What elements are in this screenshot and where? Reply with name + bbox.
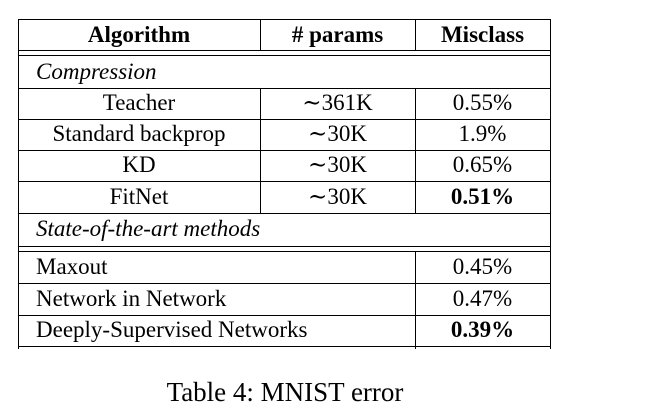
section-sota-rule-1 [18,246,551,247]
table-row-rule [18,283,551,284]
table-row-misclass: 1.9% [458,121,507,146]
table-row-params: ∼361K [302,90,373,115]
section-title-compression: Compression [36,59,157,84]
table-caption: Table 4: MNIST error [166,377,404,407]
table-row-misclass: 0.65% [452,152,513,177]
table-row-algorithm: Teacher [102,90,176,115]
header-col-divider-1 [260,19,261,51]
table-border-right [550,19,551,349]
table-row-rule [18,150,551,151]
compression-col-divider-1 [260,88,261,214]
section-title-sota: State-of-the-art methods [36,216,261,241]
table-row-misclass: 0.47% [452,286,513,311]
section-compression-rule [18,88,551,89]
table-row-params: ∼30K [308,152,367,177]
table-row-params: ∼30K [308,121,367,146]
table-border-left [18,19,19,349]
table-row-rule [18,346,551,347]
table-row-algorithm: Network in Network [36,286,227,311]
header-col-divider-2 [415,19,416,51]
table-row-algorithm: Deeply-Supervised Networks [36,317,308,342]
sota-col-divider [415,251,416,349]
table-row-rule [18,119,551,120]
compression-col-divider-2 [415,88,416,214]
header-rule-bottom-1 [18,50,551,51]
header-params: # params [291,22,384,47]
table-row-misclass: 0.45% [452,254,513,279]
table-rule-top [18,19,551,20]
header-algorithm: Algorithm [87,22,191,47]
section-sota-rule-2 [18,251,551,252]
table-row-rule [18,315,551,316]
table-row-rule [18,213,551,214]
table-row-params: ∼30K [308,184,367,209]
table-row-misclass: 0.55% [452,90,513,115]
table-row-misclass: 0.39% [450,317,515,342]
table-row-algorithm: FitNet [109,184,169,209]
header-rule-bottom-2 [18,55,551,56]
table-row-algorithm: Maxout [36,254,108,279]
table-row-rule [18,181,551,182]
table-row-algorithm: KD [122,152,156,177]
table-row-misclass: 0.51% [450,184,515,209]
table-row-algorithm: Standard backprop [52,121,226,146]
header-misclass: Misclass [440,22,525,47]
